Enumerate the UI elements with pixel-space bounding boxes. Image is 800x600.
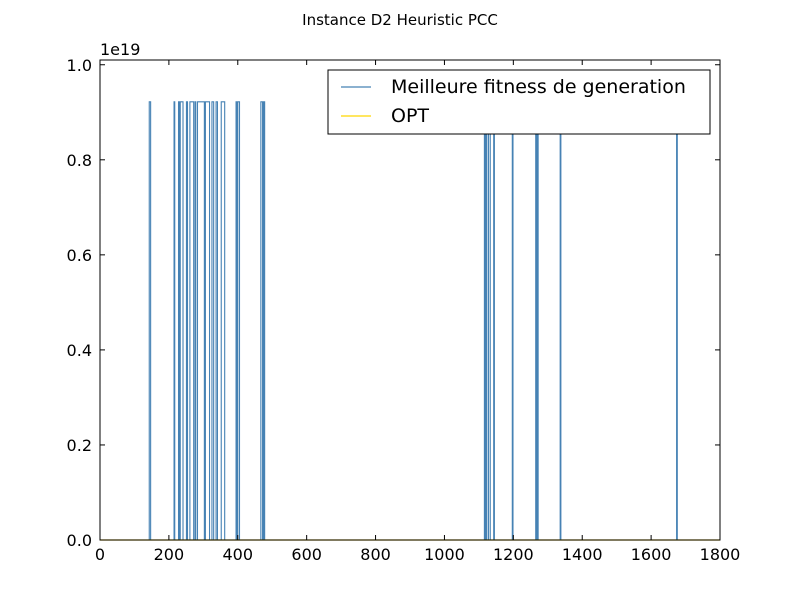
ticks-layer: 0 200 400 600 800 1000 1200 1400 1600 1800 0.0 0.2 0…	[67, 56, 741, 564]
x-tick-label: 200	[154, 545, 185, 564]
x-tick-label: 1200	[493, 545, 534, 564]
x-tick-label: 1600	[631, 545, 672, 564]
y-tick-label: 0.8	[67, 151, 92, 170]
chart-title: Instance D2 Heuristic PCC	[302, 11, 498, 29]
y-tick-label: 0.0	[67, 531, 92, 550]
x-tick-label: 0	[95, 545, 105, 564]
y-offset-label: 1e19	[100, 40, 140, 59]
y-tick-label: 0.2	[67, 436, 92, 455]
plot-frame	[99, 59, 721, 541]
series-layer	[100, 101, 720, 541]
legend: Meilleure fitness de generation OPT	[327, 69, 711, 135]
y-tick-label: 0.4	[67, 341, 92, 360]
x-tick-label: 600	[291, 545, 322, 564]
y-tick-label: 1.0	[67, 56, 92, 75]
legend-label-opt: OPT	[391, 105, 429, 127]
series-line-fitness	[100, 101, 720, 541]
x-tick-label: 1000	[424, 545, 465, 564]
x-tick-label: 800	[360, 545, 391, 564]
legend-box	[327, 69, 711, 135]
x-tick-label: 1800	[700, 545, 741, 564]
y-tick-label: 0.6	[67, 246, 92, 265]
legend-label-fitness: Meilleure fitness de generation	[391, 76, 686, 98]
x-tick-label: 400	[223, 545, 254, 564]
x-tick-label: 1400	[562, 545, 603, 564]
